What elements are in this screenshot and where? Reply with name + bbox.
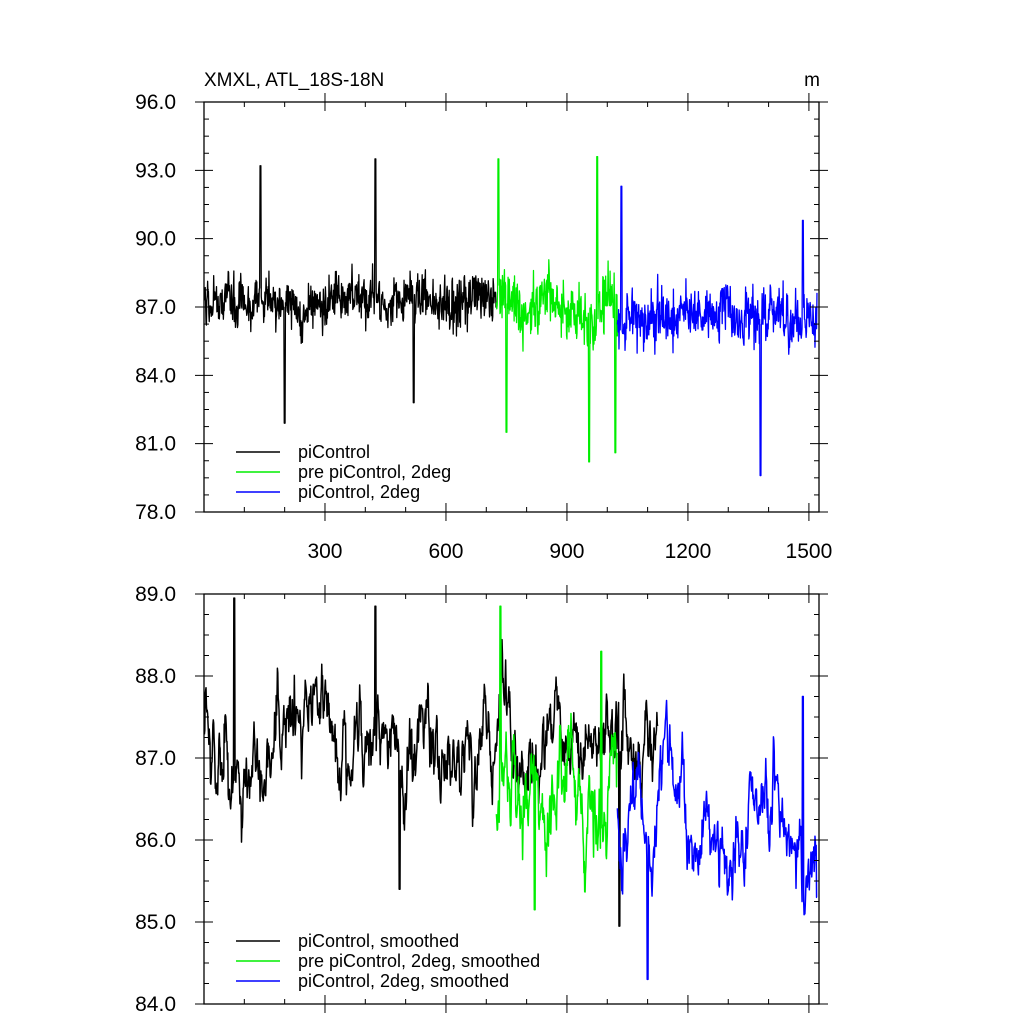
y-tick-label: 84.0 xyxy=(135,364,176,387)
series-line xyxy=(616,695,818,981)
x-tick-label: 1200 xyxy=(665,540,712,563)
series-line xyxy=(495,156,619,463)
bottom-axes: 84.0 85.0 86.0 87.0 88.0 89.0 xyxy=(135,583,828,1016)
y-tick-label: 86.0 xyxy=(135,829,176,852)
legend-label: piControl, 2deg, smoothed xyxy=(298,971,509,991)
x-tick-label: 300 xyxy=(307,540,342,563)
y-tick-label: 87.0 xyxy=(135,296,176,319)
x-tick-label: 600 xyxy=(428,540,463,563)
y-tick-label: 93.0 xyxy=(135,159,176,182)
units-label: m xyxy=(804,70,820,91)
y-tick-label: 84.0 xyxy=(135,993,176,1016)
y-tick-label: 88.0 xyxy=(135,665,176,688)
y-tick-label: 89.0 xyxy=(135,583,176,606)
bottom-series-group xyxy=(203,597,818,981)
panel-title: XMXL, ATL_18S-18N xyxy=(204,70,384,91)
series-line xyxy=(203,158,497,424)
y-tick-label: 81.0 xyxy=(135,433,176,456)
legend-label: pre piControl, 2deg xyxy=(298,462,451,482)
y-tick-label: 87.0 xyxy=(135,747,176,770)
legend-label: piControl xyxy=(298,442,370,462)
legend-label: piControl, 2deg xyxy=(298,482,420,502)
x-tick-label: 1500 xyxy=(786,540,833,563)
bottom-panel: 84.0 85.0 86.0 87.0 88.0 89.0 piControl, smoo… xyxy=(135,583,828,1016)
series-line xyxy=(616,185,818,477)
y-tick-label: 85.0 xyxy=(135,911,176,934)
y-tick-label: 78.0 xyxy=(135,501,176,524)
top-panel: XMXL, ATL_18S-18N m 300 600 900 1200 1500 78.… xyxy=(135,70,832,563)
legend-label: pre piControl, 2deg, smoothed xyxy=(298,951,540,971)
y-tick-label: 90.0 xyxy=(135,228,176,251)
legend-label: piControl, smoothed xyxy=(298,931,459,951)
x-tick-label: 900 xyxy=(549,540,584,563)
y-tick-label: 96.0 xyxy=(135,91,176,114)
top-series-group xyxy=(203,156,818,477)
series-line xyxy=(203,597,659,927)
top-axes: 300 600 900 1200 1500 78.0 81.0 84.0 87.0 90.0 93.… xyxy=(135,91,832,563)
series-line xyxy=(495,605,619,911)
